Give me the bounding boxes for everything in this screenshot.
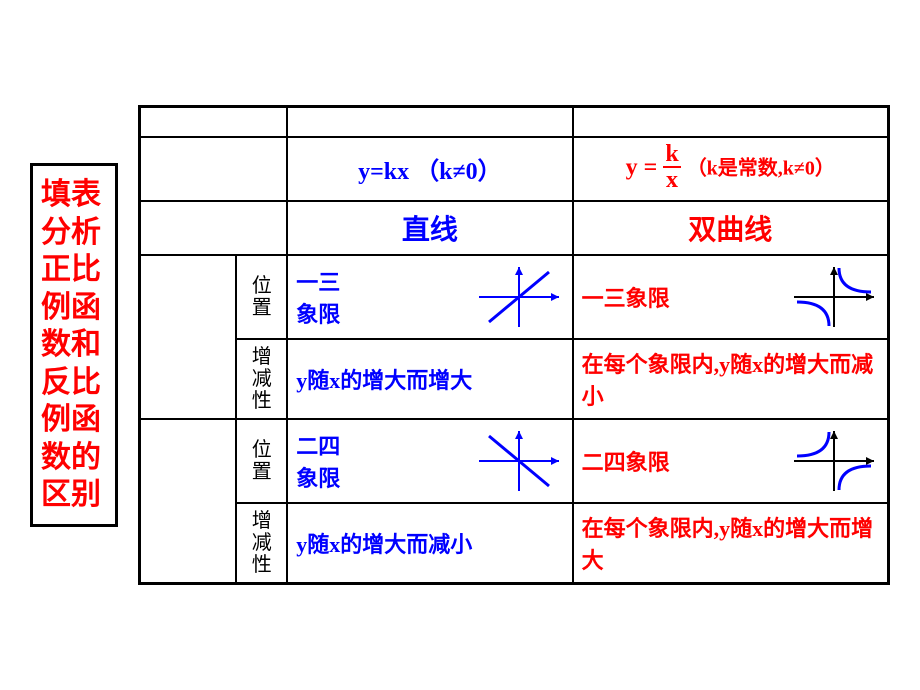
text-line: 一三 bbox=[296, 265, 340, 297]
kpos-position-b: 一三象限 bbox=[573, 255, 889, 339]
graph-name-line: 直线 bbox=[287, 201, 572, 255]
line-graph-negative-icon bbox=[474, 426, 564, 496]
kpos-position-a: 一三 象限 bbox=[287, 255, 572, 339]
formula-text: y=kx bbox=[358, 159, 409, 185]
text-line: 象限 bbox=[296, 297, 340, 329]
header-empty-a bbox=[287, 107, 572, 137]
formula-cond: （k≠0） bbox=[415, 159, 502, 185]
spacer-cell bbox=[236, 201, 287, 255]
row-label-kpos bbox=[140, 255, 237, 419]
kneg-position-b: 二四象限 bbox=[573, 419, 889, 503]
formula-cond: （k是常数,k≠0） bbox=[687, 157, 835, 179]
row-label-kneg bbox=[140, 419, 237, 584]
quadrant-text: 一三 象限 bbox=[296, 265, 340, 329]
row-label-formula bbox=[140, 137, 237, 201]
kneg-mono-a: y随x的增大而减小 bbox=[287, 503, 572, 584]
spacer-cell bbox=[236, 107, 287, 137]
sublabel-position: 位置 bbox=[236, 255, 287, 339]
fraction: k x bbox=[663, 142, 680, 192]
text-line: 象限 bbox=[296, 461, 340, 493]
text-line: 二四 bbox=[296, 429, 340, 461]
fraction-denominator: x bbox=[663, 168, 680, 192]
fraction-numerator: k bbox=[663, 142, 680, 168]
spacer-cell bbox=[236, 137, 287, 201]
sublabel-position: 位置 bbox=[236, 419, 287, 503]
formula-proportional: y=kx （k≠0） bbox=[287, 137, 572, 201]
kpos-mono-a: y随x的增大而增大 bbox=[287, 339, 572, 419]
kneg-mono-b: 在每个象限内,y随x的增大而增大 bbox=[573, 503, 889, 584]
line-graph-positive-icon bbox=[474, 262, 564, 332]
side-title: 填表分析正比例函数和反比例函数的区别 bbox=[30, 163, 118, 527]
hyperbola-negative-icon bbox=[789, 426, 879, 496]
quadrant-text: 一三象限 bbox=[582, 281, 670, 313]
header-empty-b bbox=[573, 107, 889, 137]
graph-name-hyperbola: 双曲线 bbox=[573, 201, 889, 255]
kpos-mono-b: 在每个象限内,y随x的增大而减小 bbox=[573, 339, 889, 419]
sublabel-monotone: 增减性 bbox=[236, 503, 287, 584]
spacer-cell bbox=[140, 107, 237, 137]
row-label-graph bbox=[140, 201, 237, 255]
quadrant-text: 二四 象限 bbox=[296, 429, 340, 493]
hyperbola-positive-icon bbox=[789, 262, 879, 332]
formula-prefix: y = bbox=[626, 154, 658, 180]
quadrant-text: 二四象限 bbox=[582, 445, 670, 477]
kneg-position-a: 二四 象限 bbox=[287, 419, 572, 503]
sublabel-monotone: 增减性 bbox=[236, 339, 287, 419]
formula-inverse: y = k x （k是常数,k≠0） bbox=[573, 137, 889, 201]
comparison-table: y=kx （k≠0） y = k x （k是常数,k≠0） 直线 双曲线 位置 … bbox=[138, 105, 890, 585]
